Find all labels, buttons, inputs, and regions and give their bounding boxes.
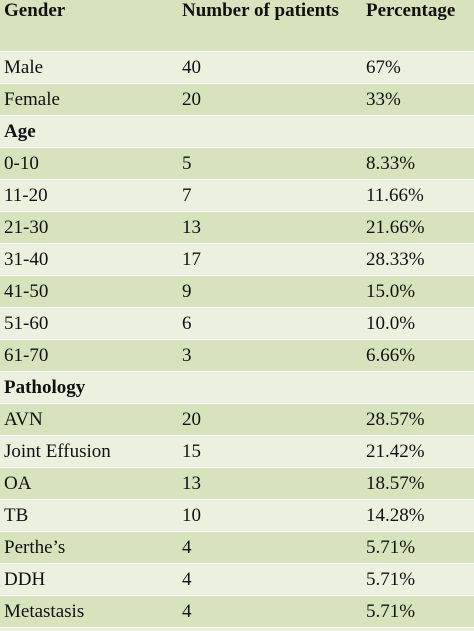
table-cell: 5.71% — [362, 595, 474, 628]
table-row: Male 40 67% — [0, 51, 474, 84]
table-cell: 14.28% — [362, 499, 474, 532]
table-cell: 10 — [178, 499, 362, 532]
table-body: Male 40 67% Female 20 33% Age 0-10 5 8.33% 11-20 7 1… — [0, 51, 474, 628]
table-row: 51-60 6 10.0% — [0, 307, 474, 340]
table-cell: 28.33% — [362, 243, 474, 276]
table-row: 61-70 3 6.66% — [0, 339, 474, 372]
table-row: 21-30 13 21.66% — [0, 211, 474, 244]
table-cell: 11-20 — [0, 179, 178, 212]
table-cell: 15.0% — [362, 275, 474, 308]
table-row: OA 13 18.57% — [0, 467, 474, 500]
table-row: DDH 4 5.71% — [0, 563, 474, 596]
table-cell: 4 — [178, 563, 362, 596]
table-cell: 10.0% — [362, 307, 474, 340]
table-cell: 4 — [178, 531, 362, 564]
table-cell: 5.71% — [362, 563, 474, 596]
table-cell: 13 — [178, 467, 362, 500]
table-cell: OA — [0, 467, 178, 500]
table-cell: 4 — [178, 595, 362, 628]
table-cell: 20 — [178, 403, 362, 436]
section-cell: Pathology — [0, 371, 474, 404]
header-cell: Gender — [0, 0, 178, 52]
table-cell: 3 — [178, 339, 362, 372]
table-cell: 9 — [178, 275, 362, 308]
header-cell: Percentage — [362, 0, 474, 52]
table-row: Perthe’s 4 5.71% — [0, 531, 474, 564]
section-cell: Age — [0, 115, 474, 148]
table-cell: DDH — [0, 563, 178, 596]
table-cell: 13 — [178, 211, 362, 244]
table-row: Female 20 33% — [0, 83, 474, 116]
table-cell: Male — [0, 51, 178, 84]
table-cell: 67% — [362, 51, 474, 84]
table-cell: 21.66% — [362, 211, 474, 244]
table-cell: 33% — [362, 83, 474, 116]
section-row: Age — [0, 115, 474, 148]
table-cell: 51-60 — [0, 307, 178, 340]
table-cell: 6.66% — [362, 339, 474, 372]
section-row: Pathology — [0, 371, 474, 404]
table-cell: 6 — [178, 307, 362, 340]
table-cell: 11.66% — [362, 179, 474, 212]
table-row: AVN 20 28.57% — [0, 403, 474, 436]
table-cell: 8.33% — [362, 147, 474, 180]
table-cell: 61-70 — [0, 339, 178, 372]
table-row: Joint Effusion 15 21.42% — [0, 435, 474, 468]
table-row: 41-50 9 15.0% — [0, 275, 474, 308]
table-cell: 41-50 — [0, 275, 178, 308]
table-cell: 17 — [178, 243, 362, 276]
table-row: Metastasis 4 5.71% — [0, 595, 474, 628]
table-cell: Perthe’s — [0, 531, 178, 564]
table-row: 31-40 17 28.33% — [0, 243, 474, 276]
header-row: Gender Number of patients Percentage — [0, 0, 474, 52]
table-cell: 15 — [178, 435, 362, 468]
table-cell: 21-30 — [0, 211, 178, 244]
table-cell: AVN — [0, 403, 178, 436]
table-cell: Metastasis — [0, 595, 178, 628]
table-cell: 28.57% — [362, 403, 474, 436]
table-cell: 5.71% — [362, 531, 474, 564]
header-cell: Number of patients — [178, 0, 362, 52]
table-cell: Joint Effusion — [0, 435, 178, 468]
table-cell: 40 — [178, 51, 362, 84]
table-cell: Female — [0, 83, 178, 116]
table-cell: 0-10 — [0, 147, 178, 180]
table-cell: 20 — [178, 83, 362, 116]
table-cell: 21.42% — [362, 435, 474, 468]
table-row: TB 10 14.28% — [0, 499, 474, 532]
table-cell: 5 — [178, 147, 362, 180]
table-row: 0-10 5 8.33% — [0, 147, 474, 180]
table-cell: 18.57% — [362, 467, 474, 500]
table-cell: 7 — [178, 179, 362, 212]
table-cell: 31-40 — [0, 243, 178, 276]
table-row: 11-20 7 11.66% — [0, 179, 474, 212]
table-cell: TB — [0, 499, 178, 532]
